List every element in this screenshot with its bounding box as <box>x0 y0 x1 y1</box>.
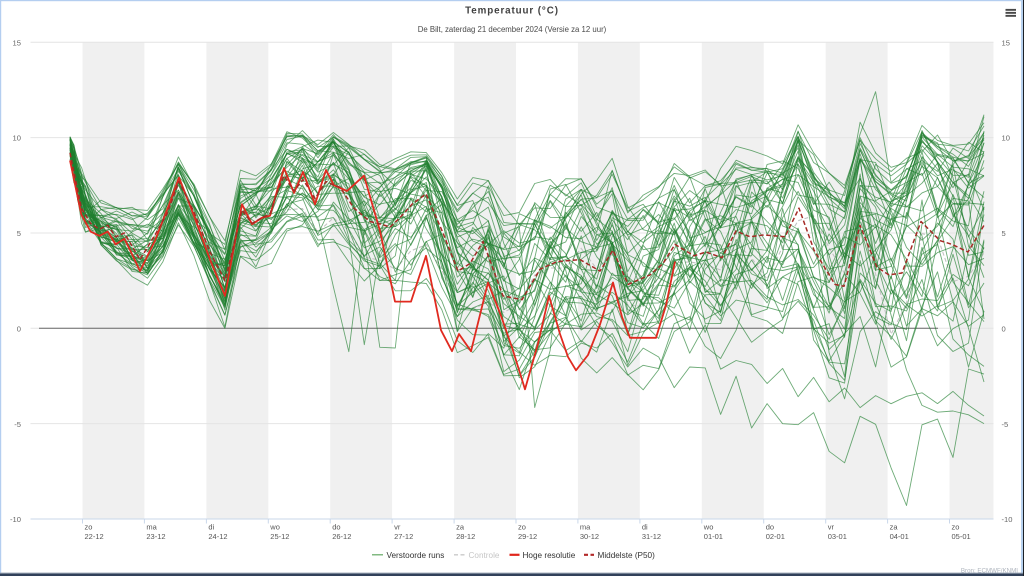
svg-text:03-01: 03-01 <box>828 532 847 541</box>
svg-text:0: 0 <box>1002 324 1006 333</box>
svg-text:Controle: Controle <box>469 551 500 560</box>
svg-text:23-12: 23-12 <box>146 532 165 541</box>
svg-text:Bron: ECMWF/KNMI: Bron: ECMWF/KNMI <box>961 567 1018 574</box>
svg-text:04-01: 04-01 <box>890 532 909 541</box>
svg-text:zo: zo <box>85 523 93 532</box>
svg-text:ma: ma <box>146 523 157 532</box>
svg-text:-10: -10 <box>10 515 21 524</box>
svg-text:25-12: 25-12 <box>270 532 289 541</box>
svg-text:zo: zo <box>518 523 526 532</box>
svg-text:0: 0 <box>17 324 21 333</box>
svg-text:26-12: 26-12 <box>332 532 351 541</box>
svg-text:Verstoorde runs: Verstoorde runs <box>387 551 445 560</box>
svg-text:De Bilt, zaterdag 21 december: De Bilt, zaterdag 21 december 2024 (Vers… <box>418 25 607 34</box>
svg-text:wo: wo <box>269 523 280 532</box>
svg-text:ma: ma <box>580 523 591 532</box>
svg-text:02-01: 02-01 <box>766 532 785 541</box>
svg-text:vr: vr <box>828 523 835 532</box>
svg-text:28-12: 28-12 <box>456 532 475 541</box>
svg-text:Temperatuur (°C): Temperatuur (°C) <box>465 6 559 17</box>
svg-text:-10: -10 <box>1002 515 1013 524</box>
svg-text:5: 5 <box>17 229 21 238</box>
svg-text:zo: zo <box>952 523 960 532</box>
svg-text:05-01: 05-01 <box>952 532 971 541</box>
svg-text:Middelste (P50): Middelste (P50) <box>598 551 656 560</box>
svg-text:Hoge resolutie: Hoge resolutie <box>523 551 576 560</box>
svg-text:do: do <box>332 523 340 532</box>
svg-text:vr: vr <box>394 523 401 532</box>
svg-text:za: za <box>890 523 899 532</box>
svg-text:27-12: 27-12 <box>394 532 413 541</box>
svg-text:10: 10 <box>1002 134 1010 143</box>
svg-text:15: 15 <box>13 38 21 47</box>
svg-text:15: 15 <box>1002 38 1010 47</box>
svg-text:-5: -5 <box>1002 420 1009 429</box>
svg-text:za: za <box>456 523 465 532</box>
svg-text:01-01: 01-01 <box>704 532 723 541</box>
svg-text:31-12: 31-12 <box>642 532 661 541</box>
svg-text:22-12: 22-12 <box>85 532 104 541</box>
svg-text:wo: wo <box>703 523 714 532</box>
svg-text:24-12: 24-12 <box>208 532 227 541</box>
svg-text:do: do <box>766 523 774 532</box>
svg-text:-5: -5 <box>14 420 21 429</box>
svg-text:29-12: 29-12 <box>518 532 537 541</box>
svg-text:di: di <box>208 523 214 532</box>
svg-text:di: di <box>642 523 648 532</box>
svg-text:30-12: 30-12 <box>580 532 599 541</box>
svg-text:5: 5 <box>1002 229 1006 238</box>
svg-text:10: 10 <box>13 134 21 143</box>
